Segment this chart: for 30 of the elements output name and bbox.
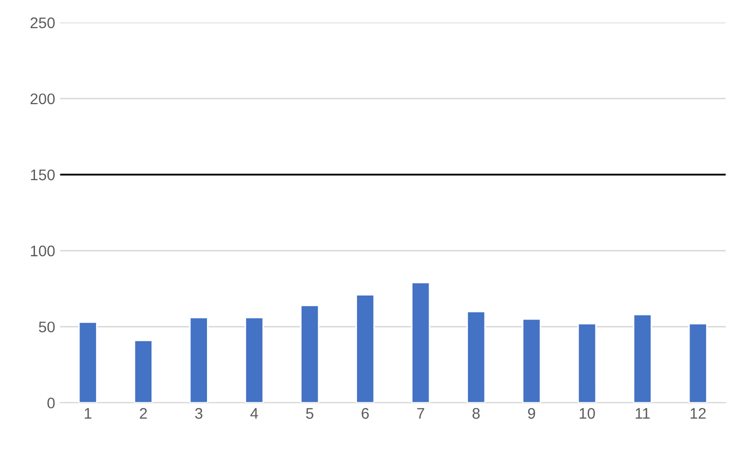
x-tick-label: 8 bbox=[472, 408, 480, 419]
bar bbox=[688, 322, 708, 403]
y-tick-label: 100 bbox=[30, 246, 55, 256]
y-tick-label: 50 bbox=[38, 322, 55, 332]
bar bbox=[356, 294, 375, 403]
bar bbox=[577, 322, 597, 403]
bar bbox=[189, 316, 208, 403]
x-tick-label: 4 bbox=[250, 408, 258, 419]
x-tick-label: 9 bbox=[528, 408, 536, 419]
x-tick-label: 2 bbox=[140, 408, 147, 419]
bar bbox=[134, 340, 153, 403]
y-tick-label: 0 bbox=[47, 398, 55, 408]
x-tick-label: 12 bbox=[690, 408, 706, 419]
x-tick-label: 1 bbox=[84, 408, 92, 419]
x-tick-label: 6 bbox=[362, 408, 369, 419]
y-tick-label: 250 bbox=[30, 17, 55, 28]
x-tick-label: 5 bbox=[306, 408, 314, 419]
bar bbox=[300, 304, 320, 403]
bar bbox=[244, 316, 264, 403]
bar bbox=[522, 318, 542, 403]
bar bbox=[466, 310, 486, 403]
y-tick-label: 200 bbox=[30, 93, 55, 104]
y-tick-label: 150 bbox=[30, 169, 55, 180]
x-tick-label: 7 bbox=[417, 408, 424, 419]
x-tick-label: 3 bbox=[195, 408, 202, 419]
x-tick-label: 11 bbox=[636, 408, 650, 419]
x-tick-label: 10 bbox=[580, 408, 595, 419]
bar bbox=[632, 314, 652, 403]
bar bbox=[411, 282, 430, 403]
bar bbox=[78, 321, 98, 403]
